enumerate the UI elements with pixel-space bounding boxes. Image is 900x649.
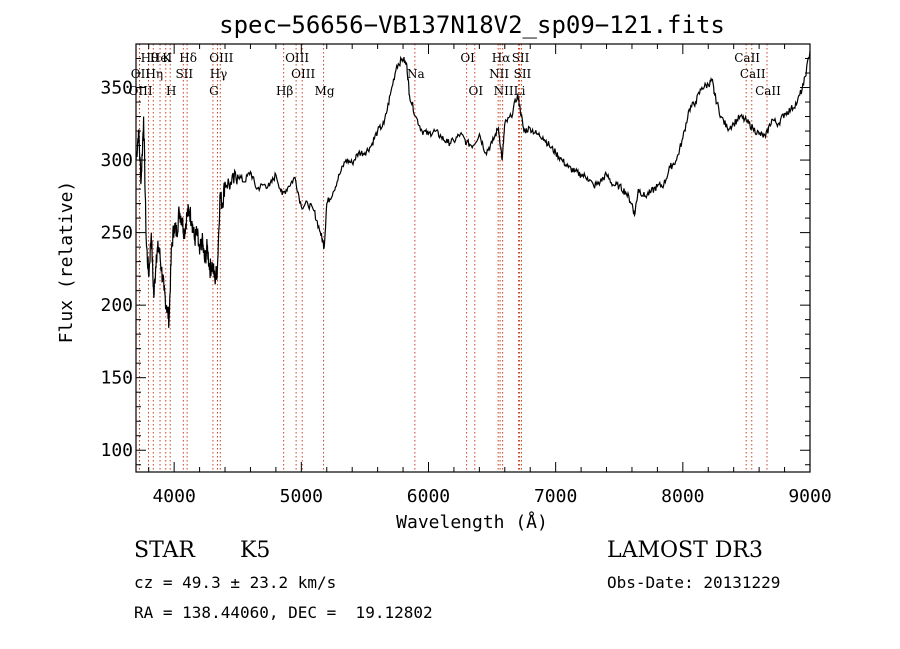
y-tick-label: 350	[100, 78, 133, 99]
spectral-line-label: OI	[468, 84, 483, 98]
y-tick-label: 200	[100, 295, 133, 316]
spectral-line-label: CaII	[740, 67, 766, 81]
spectral-line-label: K	[162, 51, 172, 65]
x-axis-label: Wavelength (Å)	[396, 511, 548, 533]
spectral-line-markers	[138, 44, 768, 472]
spectral-line-label: Na	[407, 67, 425, 81]
chart-title: spec−56656−VB137N18V2_sp09−121.fits	[219, 11, 725, 39]
spectral-line-label: NII	[494, 84, 514, 98]
object-class: STAR	[134, 538, 195, 563]
spectrum-series-line	[135, 51, 811, 328]
y-tick-label: 150	[100, 368, 133, 389]
spectral-line-label: G	[209, 84, 219, 98]
spectral-line-label: OI	[460, 51, 475, 65]
x-tick-label: 5000	[280, 486, 323, 507]
spectral-line-label: Hθ	[141, 51, 159, 65]
observation-date: Obs-Date: 20131229	[607, 573, 781, 592]
spectral-line-label: CaII	[734, 51, 760, 65]
spectral-line-label: Hα	[492, 51, 511, 65]
spectral-line-label: CaII	[755, 84, 781, 98]
spectral-line-label: NII	[489, 67, 509, 81]
spectral-line-label: SII	[175, 67, 193, 81]
survey-name: LAMOST DR3	[607, 538, 763, 563]
y-tick-label: 100	[100, 440, 133, 461]
y-tick-label: 300	[100, 150, 133, 171]
spectral-line-label: OIII	[209, 51, 233, 65]
y-tick-label: 250	[100, 223, 133, 244]
spectral-line-label: Hη	[145, 67, 163, 81]
x-tick-label: 6000	[407, 486, 450, 507]
y-axis-ticks: 100 150 200 250 300 350	[100, 58, 810, 466]
spectral-line-label: Hδ	[179, 51, 197, 65]
x-tick-label: 7000	[534, 486, 577, 507]
spectral-line-label: OIII	[291, 67, 315, 81]
spectral-line-label: OIII	[285, 51, 309, 65]
spectral-line-label: H	[166, 84, 176, 98]
redshift-cz: cz = 49.3 ± 23.2 km/s	[134, 573, 337, 592]
x-tick-label: 8000	[661, 486, 704, 507]
spectral-line-label: Hγ	[210, 67, 228, 81]
x-tick-label: 4000	[152, 486, 195, 507]
object-subclass: K5	[240, 538, 271, 563]
y-axis-label: Flux (relative)	[56, 181, 77, 344]
spectral-line-label: Mg	[315, 84, 335, 98]
spectral-line-label: Li	[514, 84, 526, 98]
plot-frame	[135, 43, 811, 473]
spectral-line-label: HeI	[150, 51, 173, 65]
spectral-line-label: Hβ	[276, 84, 293, 98]
spectral-line-label: SII	[512, 51, 530, 65]
x-axis-ticks: 4000 5000 6000 7000 8000 9000	[148, 44, 832, 507]
spectral-line-label: SII	[514, 67, 532, 81]
x-tick-label: 9000	[788, 486, 831, 507]
coordinates: RA = 138.44060, DEC = 19.12802	[134, 603, 433, 622]
spectral-line-label: OIII	[129, 84, 153, 98]
